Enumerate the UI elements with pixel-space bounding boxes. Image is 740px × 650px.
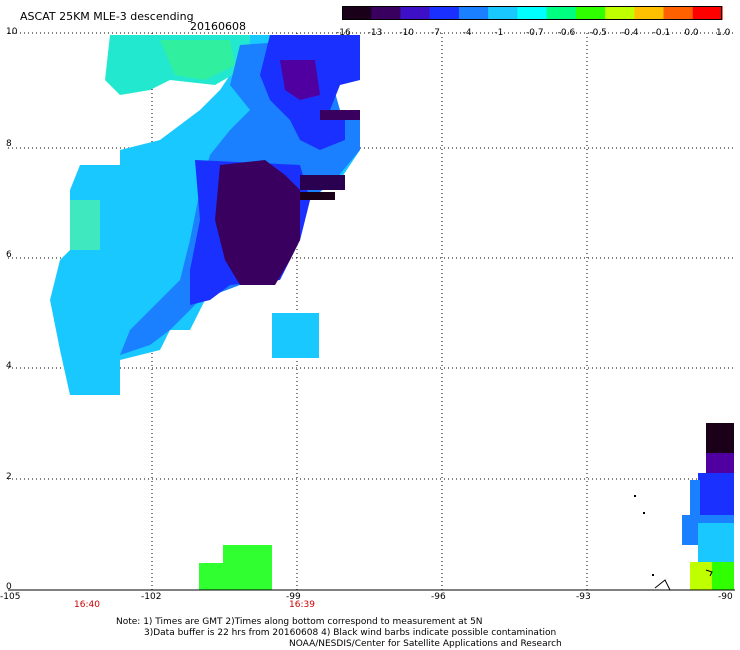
green-block-bottom <box>199 545 272 590</box>
x-tick-label: -105 <box>0 592 21 602</box>
colorbar-label: -0.6 <box>557 28 576 38</box>
coastline-fragment <box>654 579 671 591</box>
swath-main <box>50 35 360 395</box>
colorbar-segment <box>400 6 431 20</box>
swath-green-region <box>160 40 235 80</box>
wind-barb <box>705 569 713 577</box>
island-dot <box>652 574 654 576</box>
colorbar <box>342 6 723 20</box>
colorbar-label: -16 <box>336 28 351 38</box>
colorbar-border <box>342 6 722 20</box>
colorbar-segment <box>634 6 665 20</box>
colorbar-segment <box>546 6 577 20</box>
right-yellow-cell <box>690 562 712 590</box>
island-dot <box>643 512 645 514</box>
y-tick-label: 6 <box>6 250 12 260</box>
right-cyan-cell <box>698 523 734 563</box>
time-label: 16:39 <box>289 600 315 610</box>
colorbar-label: -0.4 <box>621 28 639 38</box>
note-line-1: Note: 1) Times are GMT 2)Times along bot… <box>116 617 483 627</box>
colorbar-segment <box>342 6 372 20</box>
note-line-2: 3)Data buffer is 22 hrs from 20160608 4)… <box>144 628 557 638</box>
x-tick-label: -102 <box>141 592 162 602</box>
right-dark-cell <box>706 423 734 453</box>
colorbar-segment <box>488 6 518 20</box>
right-blue-cell <box>698 473 734 518</box>
y-tick-label: 2 <box>6 472 12 482</box>
x-tick-label: -99 <box>286 592 301 602</box>
time-label: 16:40 <box>74 600 100 610</box>
colorbar-segment <box>371 6 402 20</box>
y-tick-label: 10 <box>6 27 18 37</box>
swath-dark-right <box>300 175 345 190</box>
colorbar-segment <box>692 6 723 20</box>
colorbar-label: 0.0 <box>684 28 699 38</box>
colorbar-segment <box>605 6 635 20</box>
colorbar-segment <box>517 6 548 20</box>
colorbar-segment <box>663 6 694 20</box>
right-purple-cell <box>706 453 734 473</box>
colorbar-label: 1.0 <box>716 28 731 38</box>
y-tick-label: 4 <box>6 361 12 371</box>
green-block-lower <box>199 563 272 590</box>
colorbar-label: -1 <box>494 28 504 38</box>
swath-dark-strip <box>320 110 360 120</box>
colorbar-label: -4 <box>462 28 472 38</box>
y-tick-label: 8 <box>6 139 12 149</box>
y-tick-label: 0 <box>6 582 12 592</box>
map-date: 20160608 <box>190 20 246 33</box>
cyan-box <box>272 313 319 358</box>
colorbar-label: -13 <box>367 28 383 38</box>
island-dot <box>634 495 636 497</box>
x-tick-label: -96 <box>431 592 446 602</box>
map-title: ASCAT 25KM MLE-3 descending <box>20 10 194 23</box>
colorbar-segment <box>429 6 460 20</box>
swath-darkest-strip <box>300 192 335 200</box>
colorbar-label: -0.1 <box>652 28 671 38</box>
right-green-cell <box>712 562 734 590</box>
x-tick-label: -93 <box>576 592 591 602</box>
swath-purple-upper <box>280 60 320 100</box>
right-mid-blue-cell <box>690 480 700 515</box>
swath-green-left <box>70 200 100 250</box>
colorbar-segment <box>575 6 606 20</box>
colorbar-label: -0.5 <box>589 28 607 38</box>
note-line-3: NOAA/NESDIS/Center for Satellite Applica… <box>289 639 562 649</box>
colorbar-label: -7 <box>431 28 440 38</box>
colorbar-label: -10 <box>399 28 415 38</box>
swath-purple-core <box>215 160 300 285</box>
colorbar-label: -0.7 <box>526 28 544 38</box>
colorbar-segment <box>458 6 489 20</box>
x-tick-label: -90 <box>718 592 733 602</box>
swath-right <box>634 423 734 591</box>
